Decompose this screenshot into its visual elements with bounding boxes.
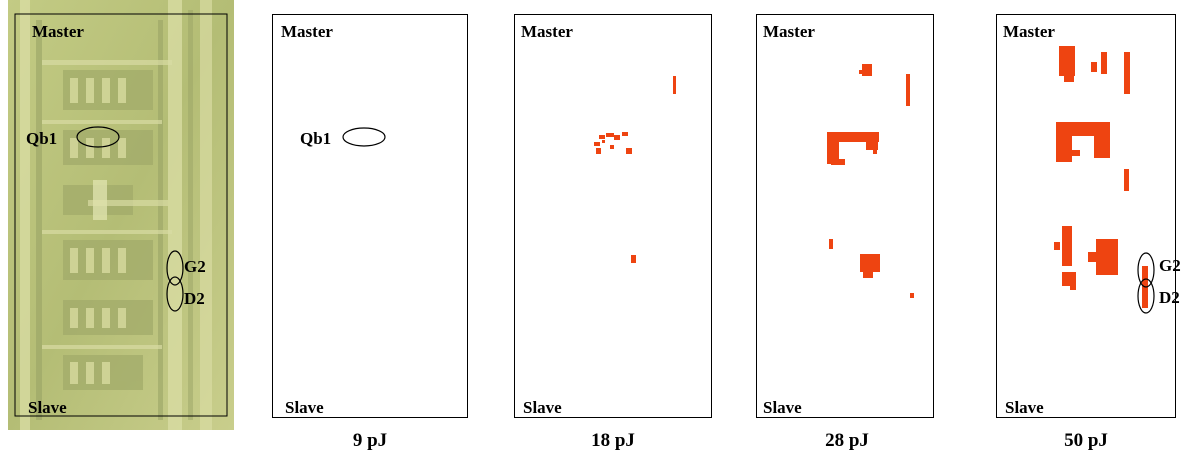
failure-spots (594, 76, 676, 263)
master-label: Master (32, 22, 84, 41)
qb1-label: Qb1 (26, 129, 58, 148)
slave-label: Slave (285, 398, 324, 417)
g2-marker (1137, 252, 1155, 288)
d2-label: D2 (184, 289, 205, 308)
die-photo-panel: Master Qb1 G2 D2 Slave (8, 0, 234, 430)
map-frame (514, 14, 712, 418)
map-frame (756, 14, 934, 418)
master-label: Master (281, 22, 333, 41)
map-panel-50pj: Master G2 D2 Slave (996, 14, 1181, 418)
slave-label: Slave (1005, 398, 1044, 417)
qb1-marker (76, 126, 120, 148)
caption-18pj: 18 pJ (591, 430, 635, 451)
caption-50pj: 50 pJ (1064, 430, 1108, 451)
map-frame (996, 14, 1176, 418)
map-panel-18pj: Master Slave (514, 14, 712, 418)
failure-spots (1054, 46, 1148, 308)
caption-28pj: 28 pJ (825, 430, 869, 451)
caption-9pj: 9 pJ (352, 430, 388, 451)
g2-marker (166, 250, 184, 286)
qb1-marker (342, 127, 386, 147)
qb1-label: Qb1 (300, 129, 332, 148)
d2-label: D2 (1159, 288, 1180, 307)
master-label: Master (521, 22, 573, 41)
map-panel-28pj: Master Slave (756, 14, 934, 418)
d2-marker (166, 276, 184, 312)
failure-spots (827, 64, 914, 298)
d2-marker (1137, 278, 1155, 314)
die-photo (8, 0, 234, 430)
map-panel-9pj: Master Qb1 Slave (272, 14, 468, 418)
g2-label: G2 (1159, 256, 1181, 275)
slave-label: Slave (28, 398, 67, 417)
master-label: Master (1003, 22, 1055, 41)
map-frame (272, 14, 468, 418)
master-label: Master (763, 22, 815, 41)
slave-label: Slave (763, 398, 802, 417)
slave-label: Slave (523, 398, 562, 417)
g2-label: G2 (184, 257, 206, 276)
